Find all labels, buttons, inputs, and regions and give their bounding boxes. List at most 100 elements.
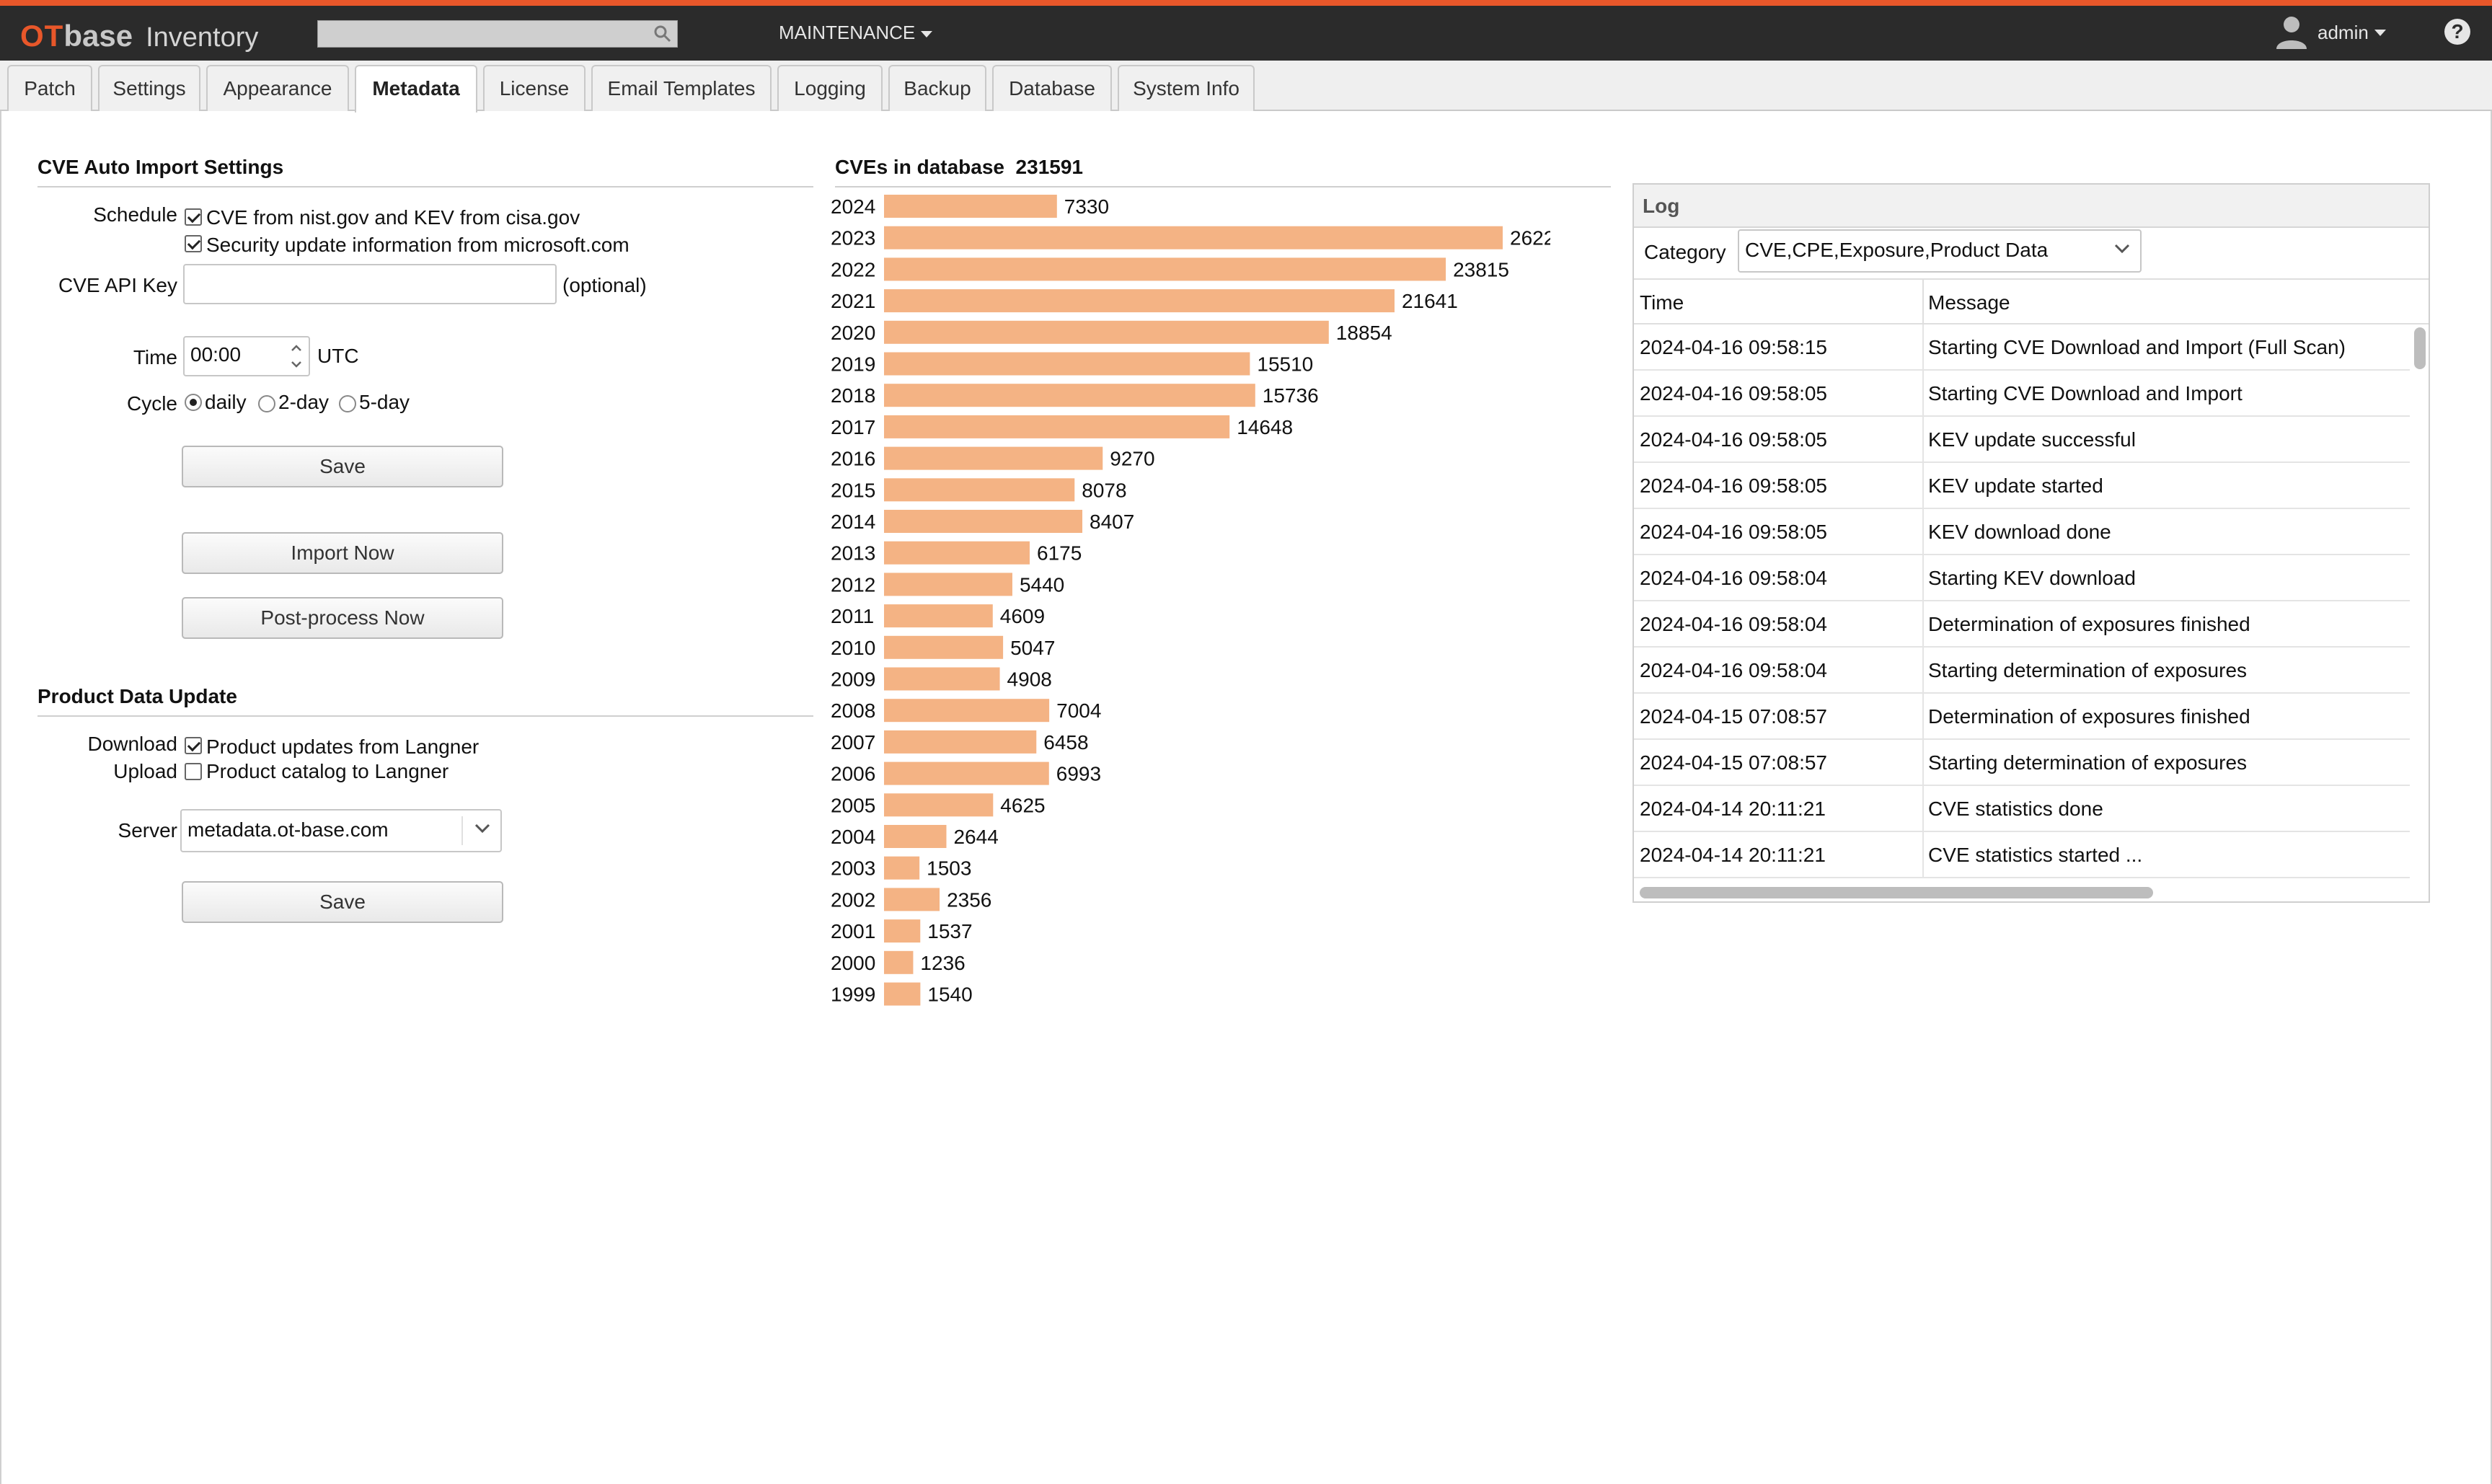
- chart-bar: [884, 195, 1057, 218]
- tab-backup[interactable]: Backup: [888, 65, 986, 111]
- chart-value-label: 5047: [1010, 637, 1055, 659]
- log-horizontal-scrollbar[interactable]: [1640, 887, 2153, 898]
- tab-logging[interactable]: Logging: [777, 65, 883, 111]
- log-row[interactable]: 2024-04-16 09:58:04 Starting determinatio…: [1634, 648, 2410, 694]
- postprocess-now-button[interactable]: Post-process Now: [182, 597, 503, 639]
- product-update-title: Product Data Update: [37, 685, 237, 707]
- log-row-time: 2024-04-15 07:08:57: [1640, 751, 1827, 774]
- cycle-2day-radio[interactable]: [258, 395, 275, 412]
- download-updates-label: Product updates from Langner: [206, 736, 480, 758]
- download-updates-checkbox[interactable]: [185, 737, 202, 754]
- chart-bar: [884, 604, 993, 628]
- column-resizer[interactable]: [1922, 280, 1924, 326]
- chart-bar: [884, 573, 1012, 596]
- log-row-time: 2024-04-16 09:58:05: [1640, 428, 1827, 451]
- tab-database[interactable]: Database: [992, 65, 1112, 111]
- cell-divider: [1922, 832, 1924, 878]
- time-input[interactable]: 00:00: [183, 336, 310, 376]
- product-save-button[interactable]: Save: [182, 881, 503, 923]
- app-logo[interactable]: OT base Inventory: [20, 19, 258, 53]
- log-row[interactable]: 2024-04-15 07:08:57 Starting determinatio…: [1634, 740, 2410, 786]
- log-row[interactable]: 2024-04-14 20:11:21 CVE statistics starte…: [1634, 832, 2410, 878]
- log-row-message: Starting determination of exposures: [1928, 751, 2248, 774]
- log-row-time: 2024-04-15 07:08:57: [1640, 705, 1827, 728]
- schedule-label: Schedule: [93, 203, 177, 226]
- user-menu[interactable]: admin: [2274, 14, 2386, 50]
- time-stepper-icon[interactable]: [288, 340, 304, 372]
- chart-title: CVEs in database 231591: [835, 156, 1083, 179]
- chevron-down-icon: [474, 823, 490, 834]
- log-row[interactable]: 2024-04-14 20:11:21 CVE statistics done: [1634, 786, 2410, 832]
- help-icon[interactable]: ?: [2444, 19, 2470, 45]
- chart-value-label: 6175: [1037, 542, 1082, 565]
- log-row[interactable]: 2024-04-16 09:58:05 Starting CVE Download…: [1634, 371, 2410, 417]
- schedule-microsoft-label: Security update information from microso…: [206, 234, 629, 256]
- tab-settings[interactable]: Settings: [98, 65, 200, 111]
- global-search-input[interactable]: [317, 20, 678, 48]
- cve-by-year-bar-chart: 2024 7330 2023 26227 2022 23815 2021 21641 2020 1…: [831, 195, 1550, 1006]
- schedule-nist-checkbox[interactable]: [185, 208, 202, 226]
- cell-divider: [1922, 601, 1924, 648]
- log-row[interactable]: 2024-04-16 09:58:15 Starting CVE Download…: [1634, 324, 2410, 371]
- cell-divider: [1922, 786, 1924, 832]
- chart-bar: [884, 510, 1083, 533]
- log-row[interactable]: 2024-04-16 09:58:05 KEV update started: [1634, 463, 2410, 509]
- log-row-message: KEV update successful: [1928, 428, 2136, 451]
- search-icon[interactable]: [653, 24, 673, 44]
- header-accent-strip: [0, 0, 2492, 6]
- chart-bar: [884, 541, 1030, 565]
- log-col-message[interactable]: Message: [1928, 291, 2010, 314]
- log-row[interactable]: 2024-04-16 09:58:05 KEV download done: [1634, 509, 2410, 555]
- maintenance-menu[interactable]: MAINTENANCE: [779, 22, 933, 44]
- log-row-time: 2024-04-16 09:58:15: [1640, 336, 1827, 358]
- tab-system-info[interactable]: System Info: [1118, 65, 1255, 111]
- log-row[interactable]: 2024-04-16 09:58:05 KEV update successful: [1634, 417, 2410, 463]
- time-zone-label: UTC: [317, 345, 359, 367]
- caret-down-icon: [921, 30, 933, 37]
- tab-email-templates[interactable]: Email Templates: [591, 65, 772, 111]
- server-select[interactable]: metadata.ot-base.com: [180, 809, 502, 852]
- chart-category-label: 2019: [831, 353, 875, 376]
- chart-value-label: 7330: [1064, 195, 1109, 218]
- chart-category-label: 2016: [831, 448, 875, 470]
- chart-bar: [884, 825, 947, 848]
- upload-catalog-checkbox[interactable]: [185, 763, 202, 780]
- log-vertical-scrollbar[interactable]: [2414, 327, 2426, 369]
- chart-category-label: 2018: [831, 384, 875, 407]
- chart-value-label: 4625: [1000, 794, 1045, 816]
- cell-divider: [1922, 648, 1924, 694]
- cell-divider: [1922, 555, 1924, 601]
- metadata-page: [0, 111, 2492, 1484]
- cycle-label: Cycle: [126, 392, 177, 415]
- chart-category-label: 2020: [831, 322, 875, 344]
- log-col-time[interactable]: Time: [1640, 291, 1684, 314]
- tab-appearance[interactable]: Appearance: [206, 65, 349, 111]
- logo-ot-text: OT: [20, 19, 64, 53]
- log-row[interactable]: 2024-04-15 07:08:57 Determination of expo…: [1634, 694, 2410, 740]
- chart-value-label: 1503: [927, 857, 971, 880]
- chart-value-label: 4908: [1007, 668, 1052, 691]
- chart-value-label: 7004: [1056, 699, 1101, 722]
- time-value: 00:00: [190, 343, 242, 366]
- cycle-daily-label: daily: [205, 391, 247, 413]
- cycle-5day-radio[interactable]: [339, 395, 356, 412]
- log-row-message: KEV update started: [1928, 474, 2103, 497]
- tab-patch[interactable]: Patch: [7, 65, 92, 111]
- chart-value-label: 6993: [1056, 763, 1101, 785]
- tab-license[interactable]: License: [483, 65, 586, 111]
- log-row[interactable]: 2024-04-16 09:58:04 Starting KEV download: [1634, 555, 2410, 601]
- user-avatar-icon: [2276, 17, 2307, 49]
- log-row[interactable]: 2024-04-16 09:58:04 Determination of expo…: [1634, 601, 2410, 648]
- log-row-time: 2024-04-16 09:58:04: [1640, 613, 1827, 635]
- schedule-microsoft-checkbox[interactable]: [185, 235, 202, 252]
- import-now-button[interactable]: Import Now: [182, 532, 503, 574]
- cycle-daily-radio[interactable]: [185, 394, 202, 411]
- tab-metadata[interactable]: Metadata: [355, 65, 477, 112]
- chart-bar: [884, 793, 994, 817]
- log-row-time: 2024-04-16 09:58:04: [1640, 567, 1827, 589]
- log-category-select[interactable]: CVE,CPE,Exposure,Product Data: [1738, 229, 2142, 273]
- cve-save-button[interactable]: Save: [182, 446, 503, 487]
- api-key-input[interactable]: [183, 264, 557, 304]
- chevron-down-icon: [2114, 244, 2130, 254]
- user-name-label: admin: [2318, 21, 2369, 43]
